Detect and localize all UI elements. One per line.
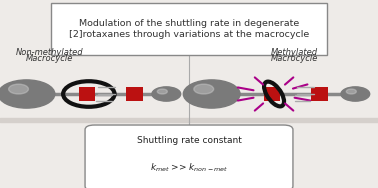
Text: $k_{met}$ >> $k_{non-met}$: $k_{met}$ >> $k_{non-met}$ <box>150 161 228 174</box>
FancyBboxPatch shape <box>85 125 293 188</box>
FancyBboxPatch shape <box>311 87 328 101</box>
Circle shape <box>194 84 214 94</box>
Circle shape <box>183 80 240 108</box>
FancyBboxPatch shape <box>264 87 280 101</box>
FancyBboxPatch shape <box>126 87 143 101</box>
FancyBboxPatch shape <box>79 87 95 101</box>
Circle shape <box>341 87 370 101</box>
Text: Macrocycle: Macrocycle <box>271 54 319 63</box>
Circle shape <box>346 89 356 94</box>
Text: Modulation of the shuttling rate in degenerate
[2]rotaxanes through variations a: Modulation of the shuttling rate in dege… <box>69 19 309 39</box>
Text: Non-methylated: Non-methylated <box>15 48 83 57</box>
Circle shape <box>152 87 181 101</box>
FancyBboxPatch shape <box>51 3 327 55</box>
Circle shape <box>9 84 28 94</box>
Text: Shuttling rate constant: Shuttling rate constant <box>136 136 242 145</box>
Text: Macrocycle: Macrocycle <box>25 54 73 63</box>
Circle shape <box>0 80 55 108</box>
Text: Methylated: Methylated <box>271 48 318 57</box>
Circle shape <box>157 89 167 94</box>
